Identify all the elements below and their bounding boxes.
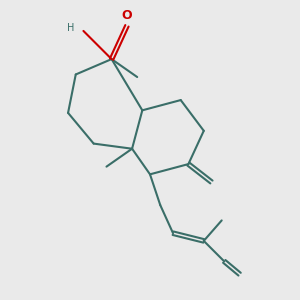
Text: H: H <box>67 23 74 33</box>
Text: O: O <box>122 9 132 22</box>
